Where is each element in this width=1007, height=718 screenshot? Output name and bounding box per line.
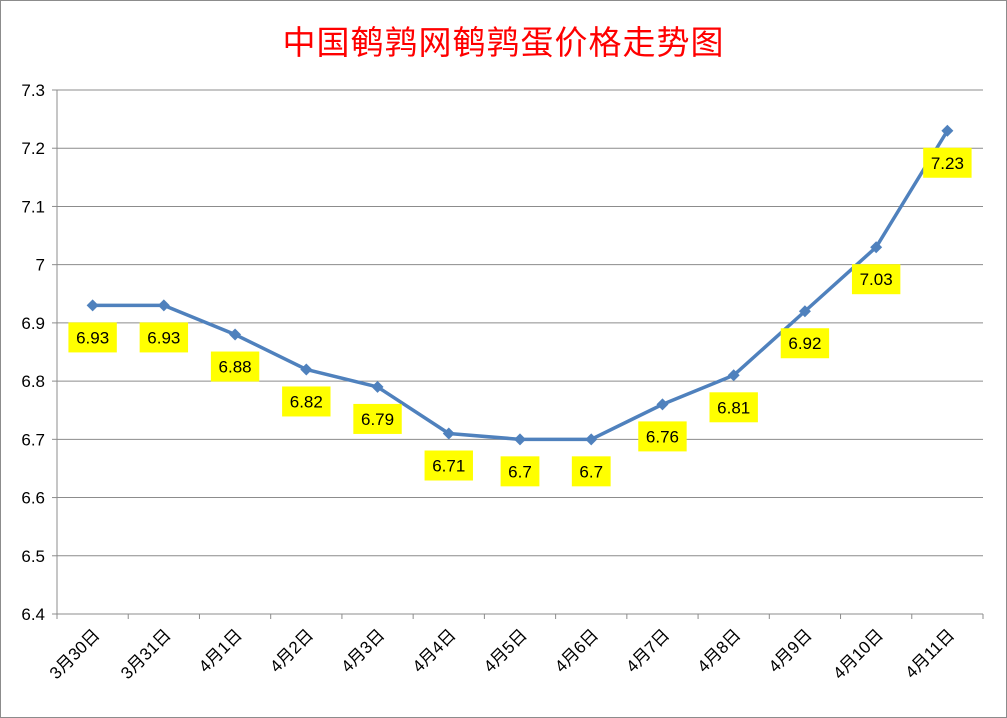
data-label: 6.82: [290, 392, 323, 411]
x-tick-label: 4月6日: [551, 625, 602, 676]
data-label-box: [500, 456, 540, 487]
data-point: [300, 363, 313, 376]
data-label-box: [638, 421, 687, 452]
x-tick-label: 3月30日: [46, 625, 104, 683]
data-labels: 6.93 6.93 6.88 6.82 6.79 6.71 6.7 6.7 6.76 6.81 6.…: [68, 147, 972, 487]
data-label: 7.23: [931, 154, 964, 173]
data-label-box: [851, 264, 901, 295]
x-tick-label: 4月7日: [622, 625, 673, 676]
y-tick-label: 6.9: [21, 314, 45, 333]
series-line: [86, 124, 954, 446]
y-tick-label: 7.3: [21, 81, 45, 100]
data-point: [798, 305, 811, 318]
x-tick-label: 4月4日: [409, 625, 460, 676]
data-point: [727, 369, 740, 382]
data-label-box: [923, 147, 972, 178]
data-point: [442, 427, 455, 440]
x-tick-label: 4月9日: [765, 625, 816, 676]
data-label-box: [353, 403, 402, 434]
data-label-box: [780, 328, 830, 359]
y-tick-label: 6.6: [21, 489, 45, 508]
data-label: 6.93: [76, 328, 109, 347]
data-label-box: [282, 386, 331, 417]
data-point: [514, 433, 526, 446]
data-point: [157, 299, 170, 312]
data-point: [941, 124, 954, 137]
x-tick-label: 4月3日: [338, 625, 389, 676]
data-label-box: [210, 351, 260, 382]
x-axis-ticks: 3月30日 3月31日 4月1日 4月2日 4月3日 4月4日 4月5日 4月6日 4月7日 4月…: [46, 625, 958, 683]
y-axis-ticks: 6.4 6.5 6.6 6.7 6.8 6.9 7 7.1 7.2 7.3: [21, 81, 45, 624]
data-label-box: [571, 456, 611, 487]
y-tick-label: 6.4: [21, 605, 45, 624]
x-tick-label: 4月8日: [694, 625, 745, 676]
data-point: [229, 328, 242, 341]
x-tick-label: 4月10日: [829, 625, 887, 683]
y-tick-label: 6.5: [21, 547, 45, 566]
x-tick-label: 4月5日: [480, 625, 531, 676]
y-tick-label: 6.8: [21, 372, 45, 391]
data-point: [86, 299, 99, 312]
data-label: 6.7: [508, 462, 532, 481]
data-label-box: [68, 322, 117, 353]
data-label: 6.79: [361, 410, 394, 429]
x-tick-label: 4月2日: [266, 625, 317, 676]
data-label: 6.81: [717, 398, 750, 417]
series-polyline: [92, 129, 949, 442]
y-tick-label: 7.2: [21, 139, 45, 158]
x-tick-label: 3月31日: [117, 625, 175, 683]
data-point: [870, 241, 883, 254]
data-point: [585, 433, 598, 446]
data-point: [656, 398, 669, 411]
data-label: 7.03: [860, 270, 893, 289]
data-label-box: [424, 450, 473, 481]
grid-lines: [57, 89, 983, 615]
y-tick-label: 7.1: [21, 197, 45, 216]
chart-title: 中国鹌鹑网鹌鹑蛋价格走势图: [282, 23, 725, 62]
data-label: 6.76: [646, 427, 679, 446]
data-point: [371, 380, 384, 393]
y-tick-label: 7: [36, 256, 45, 275]
x-tick-label: 4月1日: [195, 625, 246, 676]
data-label: 6.7: [579, 462, 603, 481]
x-tick-label: 4月11日: [902, 625, 959, 682]
data-label: 6.88: [219, 358, 252, 377]
data-label-box: [709, 392, 758, 423]
data-label: 6.93: [147, 328, 180, 347]
axes: [52, 89, 984, 619]
data-label-box: [139, 322, 189, 353]
y-tick-label: 6.7: [21, 430, 45, 449]
data-label: 6.92: [788, 334, 821, 353]
data-label: 6.71: [432, 457, 465, 476]
